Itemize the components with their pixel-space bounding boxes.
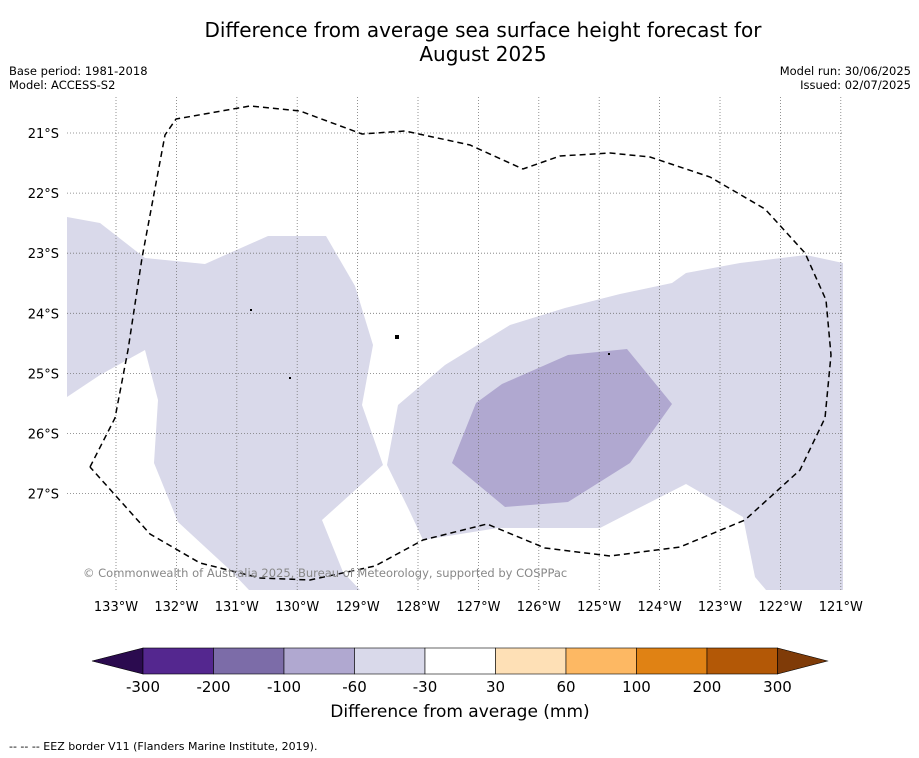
longitude-label: 122°W [758, 600, 802, 615]
eez-border [89, 105, 832, 581]
footer-note: -- -- -- EEZ border V11 (Flanders Marine… [9, 740, 318, 753]
colorbar-tick-label: -30 [413, 678, 438, 696]
colorbar-swatch [495, 647, 567, 675]
colorbar-tick-label: 60 [556, 678, 575, 696]
latitude-label: 23°S [28, 247, 59, 262]
colorbar-swatch [636, 647, 708, 675]
longitude-label: 129°W [336, 600, 380, 615]
colorbar-tick-label: -200 [196, 678, 230, 696]
colorbar-tick-label: -300 [126, 678, 160, 696]
anomaly-shading [67, 217, 843, 590]
band-minus60-minus30 [67, 217, 383, 590]
longitude-label: 121°W [819, 600, 863, 615]
colorbar-tick-label: 100 [622, 678, 651, 696]
base-period: Base period: 1981-2018 [9, 64, 148, 78]
colorbar-extend-high [777, 647, 829, 675]
longitude-label: 133°W [94, 600, 138, 615]
colorbar-tick-label: 200 [693, 678, 722, 696]
meta-left: Base period: 1981-2018 Model: ACCESS-S2 [9, 64, 148, 92]
colorbar-title: Difference from average (mm) [330, 702, 590, 722]
map-title: Difference from average sea surface heig… [0, 18, 919, 66]
latitude-labels: 21°S 22°S 23°S 24°S 25°S 26°S 27°S [28, 127, 59, 503]
colorbar-swatch [283, 647, 355, 675]
longitude-label: 123°W [698, 600, 742, 615]
colorbar-ticks: -300 -200 -100 -60 -30 30 60 100 200 300 [126, 678, 792, 696]
meta-right: Model run: 30/06/2025 Issued: 02/07/2025 [780, 64, 911, 92]
longitude-label: 126°W [517, 600, 561, 615]
colorbar-swatch [213, 647, 285, 675]
longitude-label: 130°W [275, 600, 319, 615]
colorbar-tick-label: 300 [763, 678, 792, 696]
colorbar-tick-label: 30 [486, 678, 505, 696]
colorbar-swatch [142, 647, 214, 675]
colorbar-swatch [354, 647, 426, 675]
longitude-label: 131°W [215, 600, 259, 615]
copyright-text: © Commonwealth of Australia 2025, Bureau… [83, 566, 567, 580]
issued-date: Issued: 02/07/2025 [800, 78, 911, 92]
colorbar-tick-label: -100 [267, 678, 301, 696]
title-line-2: August 2025 [419, 42, 547, 66]
longitude-label: 125°W [577, 600, 621, 615]
title-line-1: Difference from average sea surface heig… [204, 18, 762, 42]
latitude-label: 21°S [28, 127, 59, 142]
longitude-label: 128°W [396, 600, 440, 615]
model-name: Model: ACCESS-S2 [9, 78, 116, 92]
colorbar-swatch [424, 647, 496, 675]
latitude-label: 22°S [28, 187, 59, 202]
longitude-label: 127°W [456, 600, 500, 615]
colorbar-swatch [565, 647, 637, 675]
colorbar-tick-label: -60 [342, 678, 367, 696]
model-run: Model run: 30/06/2025 [779, 64, 911, 78]
longitude-label: 124°W [638, 600, 682, 615]
latitude-label: 25°S [28, 367, 59, 382]
longitude-labels: 133°W 132°W 131°W 130°W 129°W 128°W 127°W 126°W… [94, 600, 863, 615]
colorbar-swatch [706, 647, 778, 675]
colorbar-extend-low [91, 647, 144, 675]
latitude-label: 27°S [28, 488, 59, 503]
graticule [67, 97, 843, 590]
band-minus100-minus60 [452, 349, 672, 507]
latitude-label: 24°S [28, 307, 59, 322]
latitude-label: 26°S [28, 428, 59, 443]
colorbar [91, 647, 829, 675]
longitude-label: 132°W [154, 600, 198, 615]
